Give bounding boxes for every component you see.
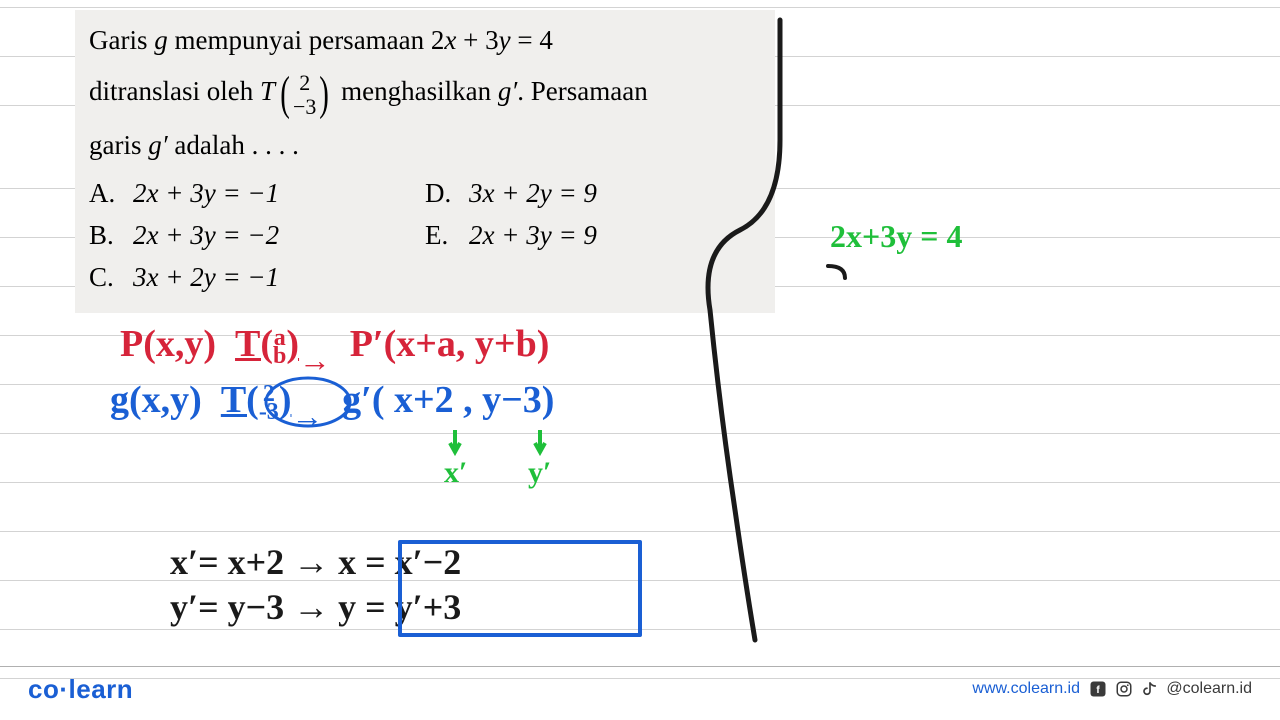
footer: co·learn www.colearn.id f @colearn.id	[0, 672, 1280, 706]
option-label: E.	[425, 215, 469, 257]
t-pre: T(	[221, 379, 259, 421]
text: = 4	[511, 25, 553, 55]
vec-bot: −3	[293, 94, 316, 119]
option-a: A.2x + 3y = −1	[89, 173, 425, 215]
vec-b: b	[273, 343, 286, 369]
text: menghasilkan	[334, 76, 497, 106]
blue-box-annotation	[390, 530, 660, 650]
option-label: A.	[89, 173, 133, 215]
option-label: D.	[425, 173, 469, 215]
var-gprime: g′	[148, 130, 167, 160]
blue-gprime: g′( x+2 , y−3)	[342, 379, 554, 421]
var-T: T	[260, 76, 275, 106]
annotation-green-eq: 2x+3y = 4	[830, 218, 962, 255]
hook-mark	[820, 258, 860, 288]
option-text: 2x + 3y = 9	[469, 220, 597, 250]
option-text: 3x + 2y = 9	[469, 178, 597, 208]
footer-social: f @colearn.id	[1088, 679, 1252, 699]
option-c: C.3x + 2y = −1	[89, 257, 425, 299]
t-pre: T(	[235, 323, 273, 365]
annotation-red-row: P(x,y) T(ab)→ P′(x+a, y+b)	[120, 322, 549, 373]
text: mempunyai persamaan 2	[168, 25, 445, 55]
colearn-logo: co·learn	[28, 674, 133, 705]
tiktok-icon	[1140, 679, 1160, 699]
text: garis	[89, 130, 148, 160]
red-pprime: P′(x+a, y+b)	[350, 323, 550, 365]
var-x: x	[444, 25, 456, 55]
red-p: P(x,y)	[120, 323, 216, 365]
green-arrows: x′ y′	[400, 420, 600, 500]
text: adalah . . . .	[168, 130, 299, 160]
option-text: 2x + 3y = −1	[133, 178, 279, 208]
option-b: B.2x + 3y = −2	[89, 215, 425, 257]
svg-text:f: f	[1097, 684, 1101, 696]
blue-g: g(x,y)	[110, 379, 202, 421]
footer-handle: @colearn.id	[1166, 680, 1252, 698]
logo-learn: learn	[69, 674, 134, 704]
text: + 3	[456, 25, 498, 55]
blue-circle-annotation	[258, 372, 358, 432]
instagram-icon	[1114, 679, 1134, 699]
text-pre: Garis	[89, 25, 154, 55]
t-post: )	[286, 323, 299, 365]
footer-divider	[0, 666, 1280, 667]
facebook-icon: f	[1088, 679, 1108, 699]
green-x-prime: x′	[444, 456, 467, 489]
var-gprime: g′	[498, 76, 517, 106]
option-text: 3x + 2y = −1	[133, 262, 279, 292]
vec-top: 2	[299, 70, 310, 95]
var-g: g	[154, 25, 168, 55]
separator-curve	[660, 10, 840, 650]
option-text: 2x + 3y = −2	[133, 220, 279, 250]
text: ditranslasi oleh	[89, 76, 260, 106]
option-label: B.	[89, 215, 133, 257]
red-transform: T(ab)	[235, 323, 299, 365]
t-vec: ab	[273, 329, 286, 365]
green-y-prime: y′	[528, 456, 551, 489]
text: . Persamaan	[517, 76, 647, 106]
footer-url: www.colearn.id	[972, 680, 1080, 698]
logo-co: co	[28, 674, 59, 704]
option-label: C.	[89, 257, 133, 299]
var-y: y	[499, 25, 511, 55]
translation-vector: (2−3)	[277, 67, 332, 121]
